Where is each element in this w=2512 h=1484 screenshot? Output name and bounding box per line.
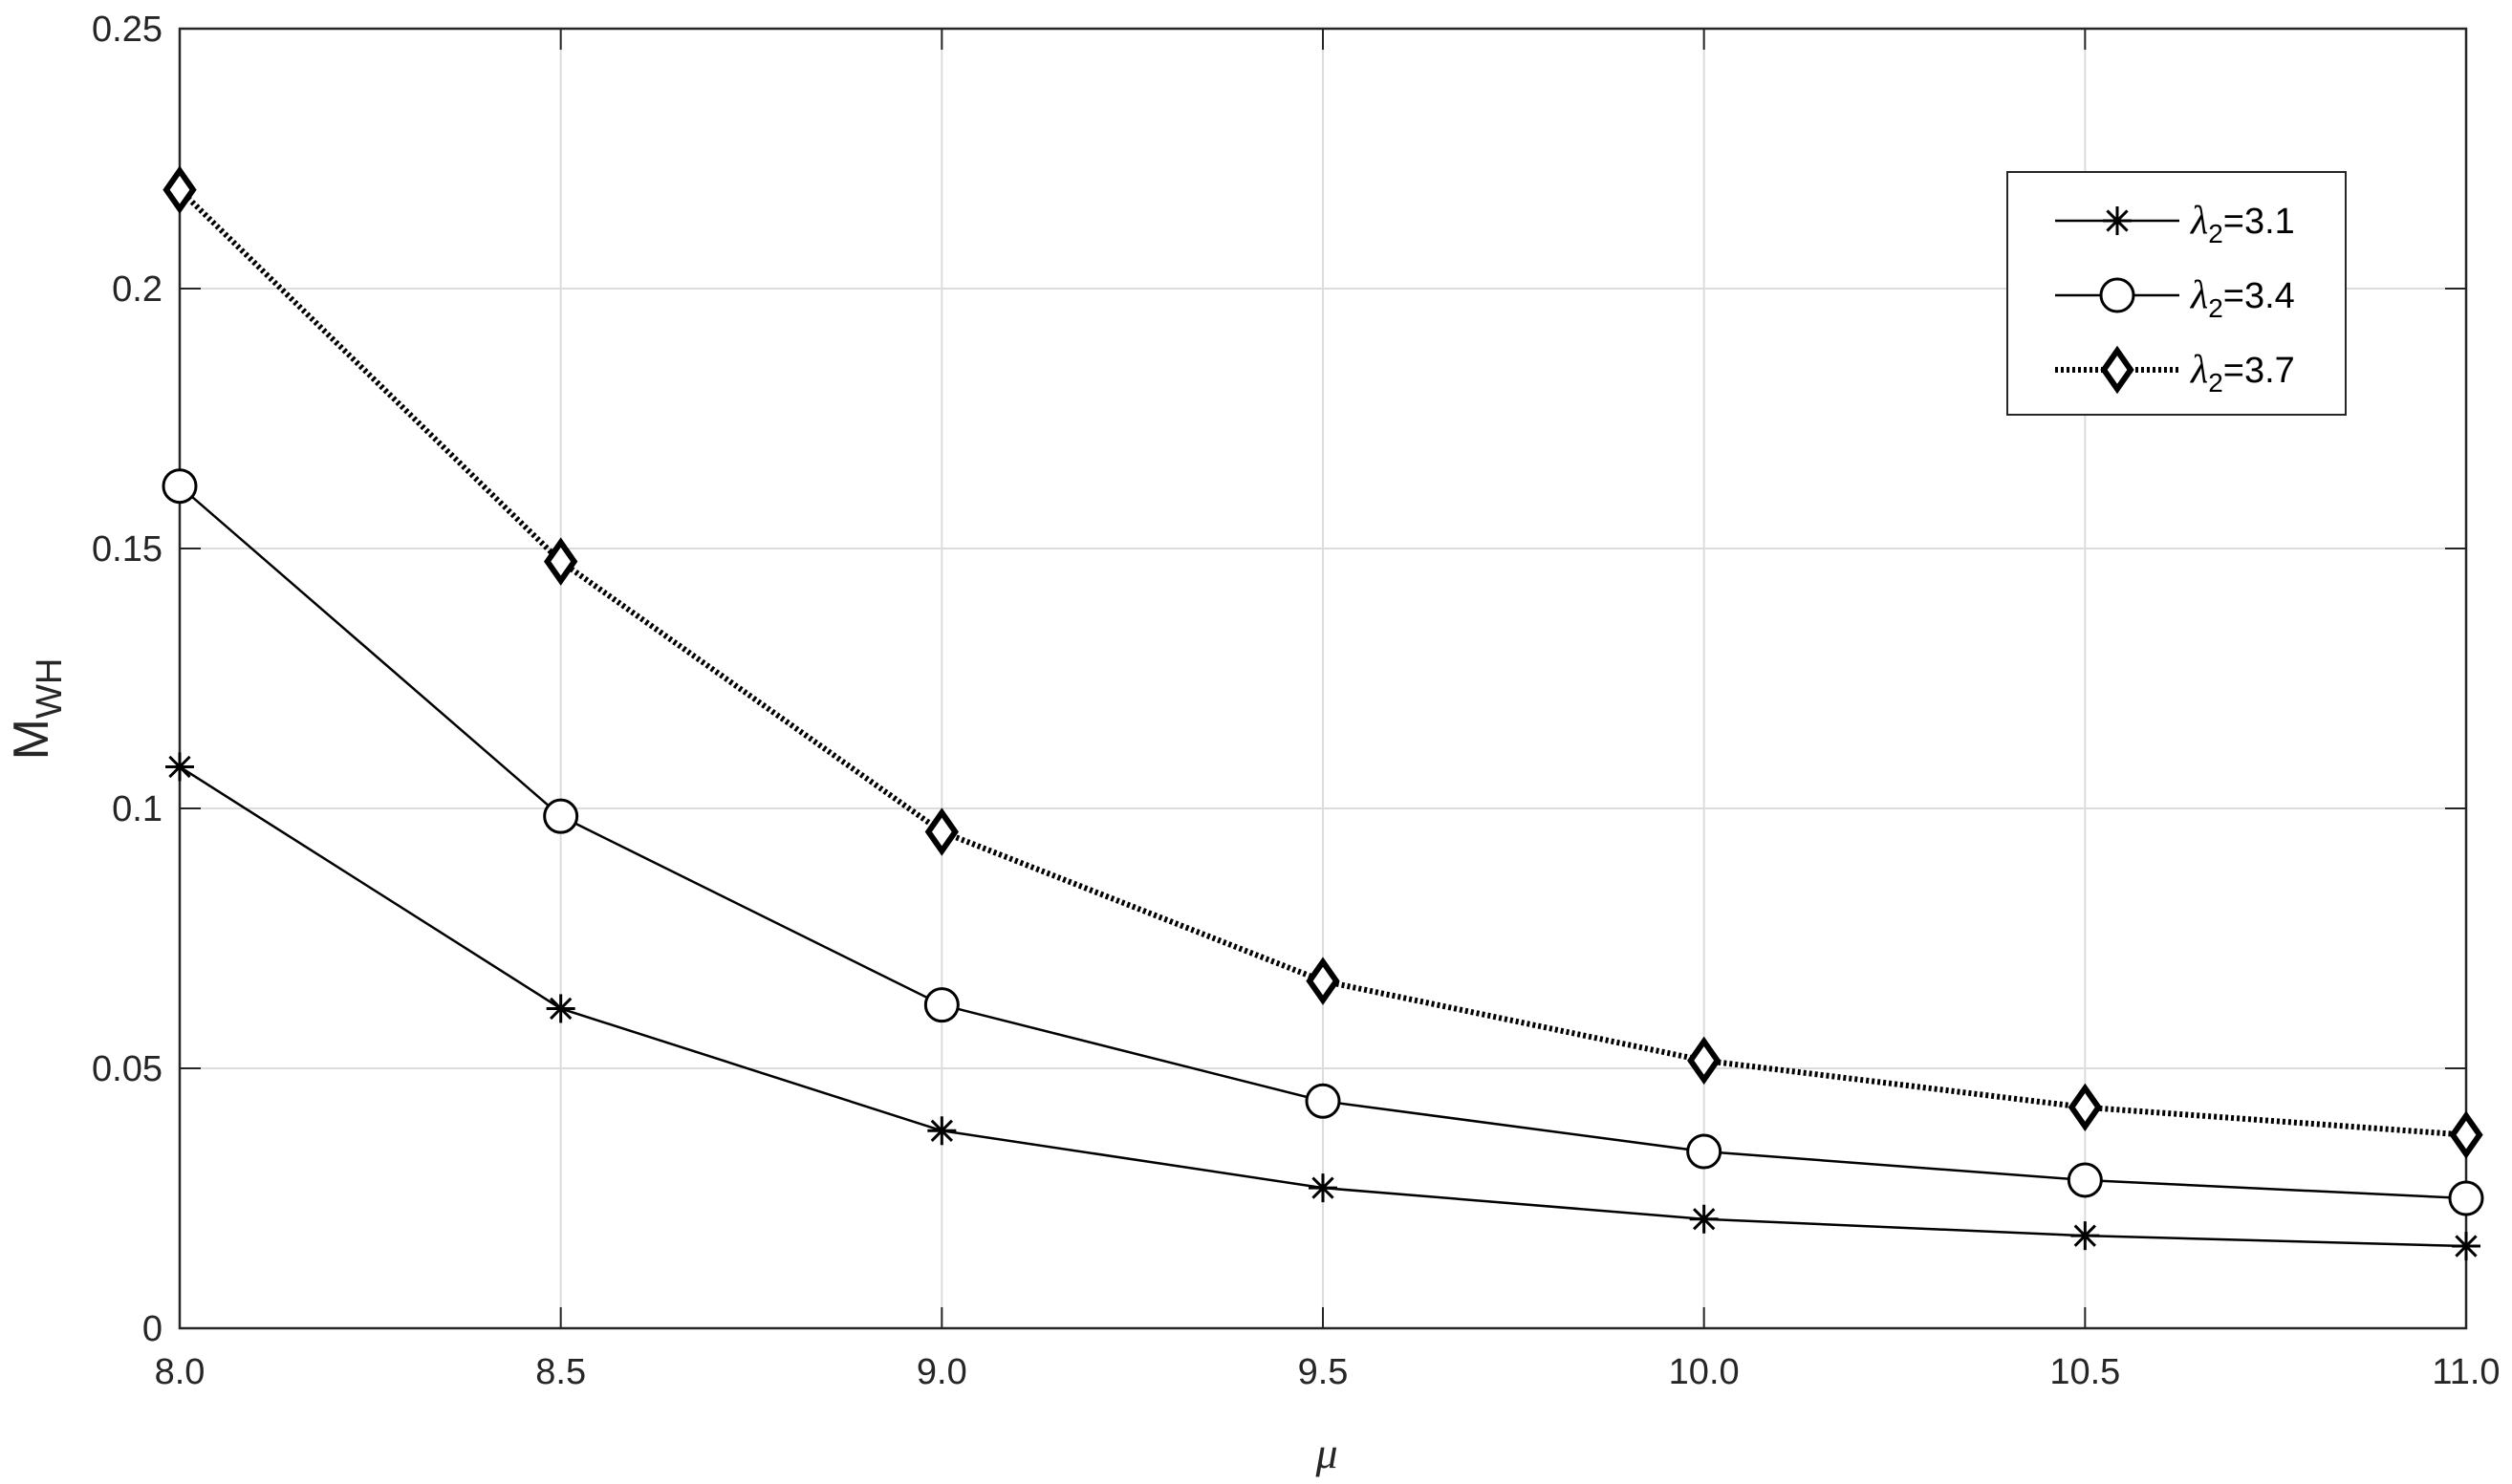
x-tick-label: 9.5 (1298, 1352, 1349, 1392)
data-point (927, 1116, 957, 1146)
data-point (162, 468, 198, 505)
x-tick-label: 8.5 (535, 1352, 586, 1392)
data-point (543, 798, 579, 834)
legend-marker (2099, 277, 2135, 313)
series-3 (162, 165, 2483, 1159)
series-1 (165, 752, 2480, 1261)
data-point (2070, 1221, 2100, 1251)
y-tick-label: 0.05 (92, 1049, 162, 1089)
legend-entries: λ2=3.1 λ2=3.4 λ2=3.7 (2055, 199, 2295, 398)
x-tick-label: 10.0 (1669, 1352, 1740, 1392)
x-axis-label: μ (1314, 1429, 1337, 1477)
data-point (924, 807, 959, 856)
y-axis-label-main: M (4, 719, 59, 760)
data-point (1305, 1083, 1341, 1119)
data-point (165, 752, 194, 782)
data-point (544, 537, 578, 586)
series-group (162, 165, 2484, 1261)
legend-label: λ2=3.4 (2189, 273, 2295, 323)
data-point (1306, 957, 1340, 1005)
data-point (2452, 1232, 2480, 1261)
y-axis-label-sub: WH (30, 658, 70, 719)
plot-frame (178, 27, 2468, 1330)
x-tick-labels: 8.0 8.5 9.0 9.5 10.0 10.5 11.0 (155, 1352, 2501, 1392)
data-point (2068, 1083, 2102, 1132)
x-tick-label: 10.5 (2049, 1352, 2120, 1392)
legend-marker (2103, 206, 2132, 235)
data-point (162, 165, 197, 214)
legend-label: λ2=3.7 (2189, 348, 2295, 398)
legend-label: λ2=3.1 (2189, 199, 2295, 248)
data-point (1309, 1173, 1337, 1203)
legend-entry: λ2=3.1 (2055, 199, 2295, 248)
y-tick-labels: 0 0.05 0.1 0.15 0.2 0.25 (92, 10, 162, 1349)
y-tick-label: 0.25 (92, 10, 162, 50)
data-point (1687, 1036, 1722, 1086)
data-point (1686, 1133, 1722, 1170)
legend-entry: λ2=3.4 (2055, 273, 2295, 323)
x-tick-label: 8.0 (155, 1352, 206, 1392)
legend-marker (2100, 345, 2134, 395)
data-point (1689, 1204, 1719, 1234)
series-2 (162, 468, 2484, 1216)
data-point (2067, 1162, 2103, 1198)
data-point (2449, 1110, 2483, 1159)
legend: λ2=3.1 λ2=3.4 λ2=3.7 (2006, 171, 2347, 416)
x-tick-label: 9.0 (917, 1352, 967, 1392)
y-tick-label: 0 (142, 1309, 162, 1349)
y-tick-label: 0.15 (92, 529, 162, 570)
x-tick-label: 11.0 (2432, 1352, 2500, 1392)
data-point (546, 994, 575, 1023)
y-tick-label: 0.2 (112, 269, 162, 310)
y-tick-label: 0.1 (112, 789, 162, 829)
legend-entry: λ2=3.7 (2055, 345, 2295, 398)
axes (178, 27, 2468, 1330)
data-point (923, 987, 960, 1023)
y-axis-label: MWH (4, 658, 70, 761)
data-point (2448, 1180, 2484, 1216)
legend-box (2006, 171, 2347, 416)
